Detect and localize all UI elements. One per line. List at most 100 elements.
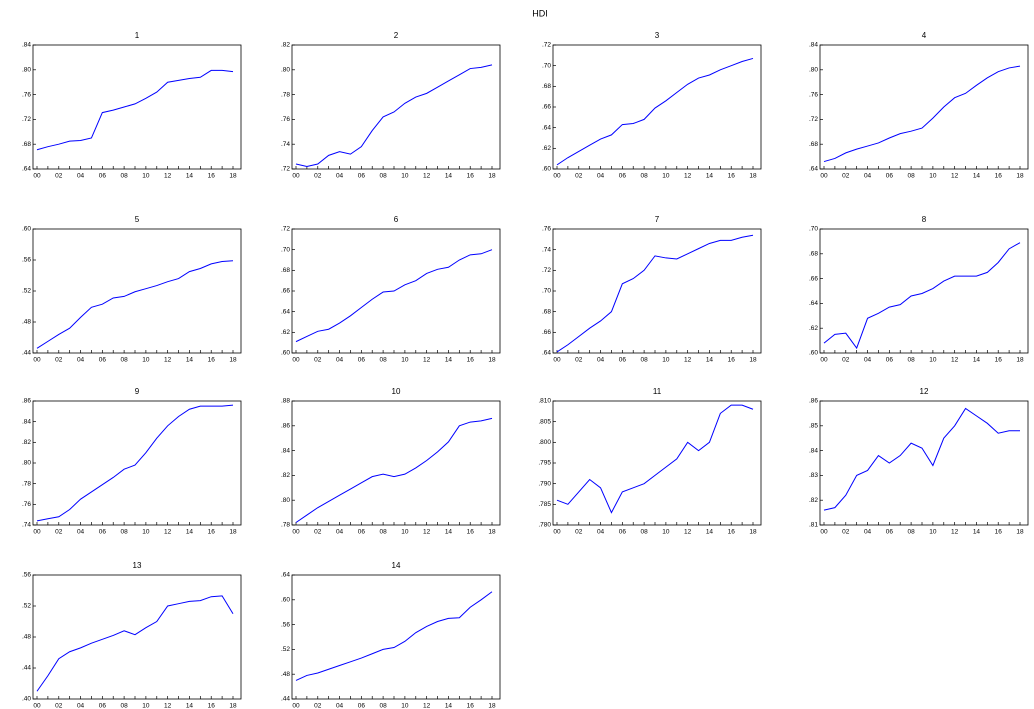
plot-frame [32, 44, 242, 170]
y-tick-label: .62 [809, 325, 818, 332]
x-tick-label: 12 [423, 173, 431, 180]
plot-frame [819, 400, 1029, 526]
x-tick-label: 08 [379, 529, 387, 536]
x-tick-label: 10 [929, 173, 937, 180]
y-tick-label: .64 [22, 166, 31, 173]
y-tick-label: .66 [281, 288, 290, 295]
y-tick-label: .74 [542, 246, 551, 253]
y-tick-label: .64 [809, 166, 818, 173]
x-tick-label: 06 [99, 173, 107, 180]
y-tick-label: .76 [22, 91, 31, 98]
y-tick-label: .70 [809, 226, 818, 233]
y-tick-label: .72 [281, 226, 290, 233]
plot-frame [32, 228, 242, 354]
x-tick-label: 00 [292, 173, 300, 180]
x-tick-label: 08 [379, 173, 387, 180]
y-tick-label: .44 [22, 350, 31, 357]
x-tick-label: 18 [229, 703, 237, 709]
panel-title: 10 [392, 387, 401, 396]
y-tick-label: .68 [809, 251, 818, 258]
y-tick-label: .74 [281, 141, 290, 148]
x-tick-label: 14 [445, 703, 453, 709]
x-tick-label: 10 [142, 173, 150, 180]
x-tick-label: 04 [77, 703, 85, 709]
panel-title: 13 [133, 561, 142, 570]
x-tick-label: 12 [684, 529, 692, 536]
x-tick-label: 06 [99, 703, 107, 709]
x-tick-label: 12 [684, 357, 692, 364]
x-tick-label: 02 [575, 357, 583, 364]
y-tick-label: .64 [809, 300, 818, 307]
series-line [36, 595, 234, 692]
panel-title: 11 [653, 387, 662, 396]
x-tick-label: 08 [640, 357, 648, 364]
plot-frame [32, 400, 242, 526]
x-tick-label: 18 [229, 529, 237, 536]
x-tick-label: 12 [164, 529, 172, 536]
y-tick-label: .62 [281, 329, 290, 336]
y-tick-label: .60 [281, 597, 290, 604]
series-line [36, 404, 234, 522]
x-tick-label: 10 [142, 703, 150, 709]
x-tick-label: 04 [864, 173, 872, 180]
panel-title: 14 [392, 561, 401, 570]
x-tick-label: 14 [186, 703, 194, 709]
x-tick-label: 12 [423, 529, 431, 536]
y-tick-label: .780 [538, 522, 551, 529]
x-tick-label: 02 [55, 529, 63, 536]
x-tick-label: 12 [164, 173, 172, 180]
series-line [823, 242, 1021, 350]
x-tick-label: 00 [553, 529, 561, 536]
y-tick-label: .82 [809, 497, 818, 504]
x-tick-label: 02 [575, 173, 583, 180]
x-tick-label: 04 [77, 529, 85, 536]
x-tick-label: 08 [379, 357, 387, 364]
y-tick-label: .74 [22, 522, 31, 529]
plot-frame [291, 400, 501, 526]
x-tick-label: 10 [662, 529, 670, 536]
y-tick-label: .76 [809, 91, 818, 98]
x-tick-label: 06 [619, 529, 627, 536]
series-line [36, 69, 234, 151]
y-tick-label: .70 [542, 62, 551, 69]
x-tick-label: 14 [186, 529, 194, 536]
x-tick-label: 16 [728, 173, 736, 180]
panel-title: 7 [655, 215, 660, 224]
x-tick-label: 12 [951, 529, 959, 536]
y-tick-label: .64 [542, 350, 551, 357]
y-tick-label: .800 [538, 439, 551, 446]
x-tick-label: 12 [951, 173, 959, 180]
y-tick-label: .80 [22, 460, 31, 467]
x-tick-label: 14 [706, 173, 714, 180]
x-tick-label: 08 [907, 529, 915, 536]
x-tick-label: 10 [662, 357, 670, 364]
panel-title: 4 [922, 31, 927, 40]
y-tick-label: .84 [809, 42, 818, 49]
x-tick-label: 16 [995, 529, 1003, 536]
x-tick-label: 10 [142, 529, 150, 536]
x-tick-label: 10 [929, 529, 937, 536]
x-tick-label: 16 [208, 529, 216, 536]
x-tick-label: 04 [597, 357, 605, 364]
series-line [823, 407, 1020, 511]
y-tick-label: .805 [538, 418, 551, 425]
y-tick-label: .60 [809, 350, 818, 357]
x-tick-label: 18 [488, 173, 496, 180]
x-tick-label: 02 [55, 173, 63, 180]
x-tick-label: 10 [401, 357, 409, 364]
x-tick-label: 00 [33, 703, 41, 709]
x-tick-label: 16 [995, 357, 1003, 364]
y-tick-label: .82 [281, 42, 290, 49]
y-tick-label: .72 [281, 166, 290, 173]
x-tick-label: 10 [142, 357, 150, 364]
x-tick-label: 06 [886, 529, 894, 536]
plot-frame [552, 44, 762, 170]
series-line [295, 64, 493, 168]
x-tick-label: 00 [292, 357, 300, 364]
x-tick-label: 08 [640, 173, 648, 180]
panel-title: 3 [655, 31, 660, 40]
x-tick-label: 16 [467, 703, 475, 709]
panel-title: 12 [920, 387, 929, 396]
x-tick-label: 16 [208, 703, 216, 709]
x-tick-label: 08 [120, 357, 128, 364]
